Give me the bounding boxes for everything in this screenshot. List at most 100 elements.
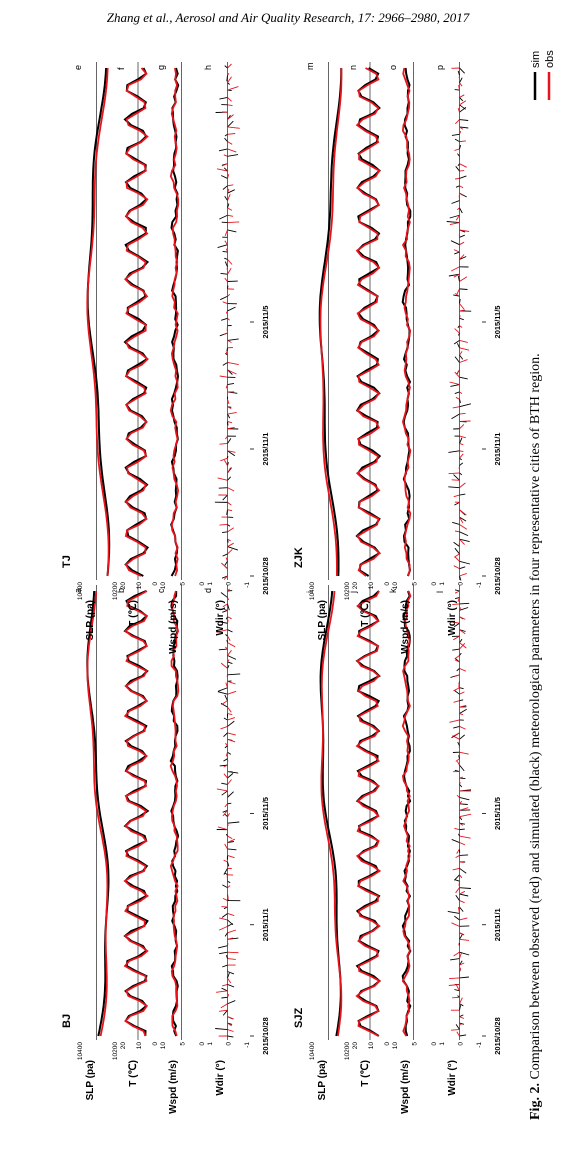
sim-wind-vector <box>451 413 460 420</box>
y-tick-label: -1 <box>244 1042 251 1048</box>
obs-wind-vector <box>459 726 466 730</box>
obs-wind-vector <box>225 682 228 688</box>
obs-wind-vector <box>454 530 460 533</box>
sim-wind-vector <box>222 494 228 501</box>
sim-wind-vector <box>455 894 460 901</box>
obs-wind-vector <box>227 450 236 453</box>
sim-wind-vector <box>227 720 235 727</box>
panel-g: g Wspd (m/s) 10 5 0 <box>156 62 206 654</box>
y-tick-label: 0 <box>199 582 206 586</box>
obs-wind-vector <box>227 411 237 415</box>
sim-wind-vector <box>451 838 460 843</box>
obs-wind-vector <box>459 229 470 232</box>
obs-wind-vector <box>222 983 228 987</box>
obs-wind-vector <box>227 659 230 663</box>
obs-wind-vector <box>454 674 460 677</box>
obs-wind-vector <box>227 706 232 713</box>
sim-wind-vector <box>459 317 464 321</box>
variable-label: SLP (pa) <box>85 1060 96 1100</box>
obs-wind-vector <box>459 776 464 779</box>
obs-wind-vector <box>459 391 463 394</box>
obs-wind-vector <box>459 917 468 921</box>
obs-wind-vector <box>227 616 232 620</box>
y-tick-label: 10200 <box>112 1042 119 1060</box>
x-tick-label: 2015/11/5 <box>261 797 270 830</box>
variable-label: T (℃) <box>128 600 139 627</box>
y-tick-label: -1 <box>244 582 251 588</box>
variable-label: T (℃) <box>360 600 371 627</box>
sim-wind-vector <box>457 741 460 746</box>
panel-h: h Wdir (°) 1 0 -1 <box>203 62 251 636</box>
x-tick-label: 2015/11/5 <box>493 797 502 830</box>
obs-wind-vector <box>227 538 231 542</box>
obs-wind-vector <box>227 317 230 321</box>
y-tick-label: 0 <box>226 582 233 586</box>
obs-wind-vector <box>225 384 228 389</box>
sim-wind-vector <box>220 592 228 598</box>
caption-text: Comparison between observed (red) and si… <box>528 353 543 1084</box>
obs-wind-vector <box>227 487 235 492</box>
sim-wind-vector <box>224 932 228 937</box>
obs-wind-vector <box>458 681 460 688</box>
panel-letter: b <box>116 588 126 593</box>
sim-wind-vector <box>226 639 228 643</box>
obs-line <box>86 67 110 577</box>
sim-wind-vector <box>224 561 228 566</box>
obs-line <box>355 590 382 1037</box>
sim-wind-vector <box>459 462 464 466</box>
obs-wind-vector <box>459 359 468 363</box>
sim-wind-vector <box>453 622 460 628</box>
obs-wind-vector <box>450 266 460 272</box>
obs-wind-vector <box>453 565 460 570</box>
obs-wind-vector <box>227 194 231 201</box>
obs-wind-vector <box>459 751 469 755</box>
citation-prefix: Zhang et al., Aerosol and Air Quality Re… <box>106 10 355 25</box>
obs-wind-vector <box>453 273 460 278</box>
obs-wind-vector <box>227 293 231 297</box>
obs-wind-vector <box>458 85 460 91</box>
obs-wind-vector <box>459 1022 462 1026</box>
sim-wind-vector <box>459 1005 462 1011</box>
obs-wind-vector <box>223 154 228 157</box>
y-tick-label: 10 <box>136 1042 143 1050</box>
variable-label: Wdir (°) <box>215 600 226 636</box>
obs-wind-vector <box>227 549 233 555</box>
sim-wind-vector <box>227 539 229 543</box>
obs-wind-vector <box>222 809 228 817</box>
sim-wind-vector <box>220 272 228 275</box>
sim-wind-vector <box>224 133 228 137</box>
obs-wind-vector <box>227 823 229 827</box>
sim-wind-vector <box>222 250 228 253</box>
panel-d: d Wdir (°) 1 0 -1 <box>203 585 251 1096</box>
y-tick-label: 0 <box>199 1042 206 1046</box>
city-name: TJ <box>61 555 73 568</box>
obs-wind-vector <box>459 347 470 351</box>
sim-wind-vector <box>227 189 235 194</box>
sim-wind-vector <box>220 295 228 301</box>
variable-label: T (℃) <box>128 1060 139 1087</box>
sim-wind-vector <box>459 298 461 304</box>
panel-letter: e <box>73 65 83 70</box>
sim-wind-vector <box>459 538 470 543</box>
obs-wind-vector <box>459 100 467 106</box>
sim-wind-vector <box>221 317 228 321</box>
sim-wind-vector <box>459 796 470 801</box>
obs-wind-vector <box>459 538 465 545</box>
sim-wind-vector <box>453 474 460 481</box>
y-tick-label: 10400 <box>77 1042 84 1060</box>
sim-wind-vector <box>218 148 228 152</box>
obs-wind-vector <box>459 932 465 936</box>
obs-wind-vector <box>453 635 460 641</box>
obs-line <box>319 67 343 576</box>
obs-wind-vector <box>227 951 239 954</box>
sim-wind-vector <box>454 547 460 555</box>
panel-j: j T (℃) 20 10 0 <box>348 585 391 1087</box>
obs-wind-vector <box>220 726 228 730</box>
sim-wind-vector <box>222 1009 228 1016</box>
sim-wind-vector <box>448 273 460 277</box>
obs-wind-vector <box>458 943 460 946</box>
sim-wind-vector <box>227 751 232 755</box>
obs-wind-vector <box>227 362 239 366</box>
panel-l: l Wdir (°) 1 0 -1 <box>435 585 483 1096</box>
